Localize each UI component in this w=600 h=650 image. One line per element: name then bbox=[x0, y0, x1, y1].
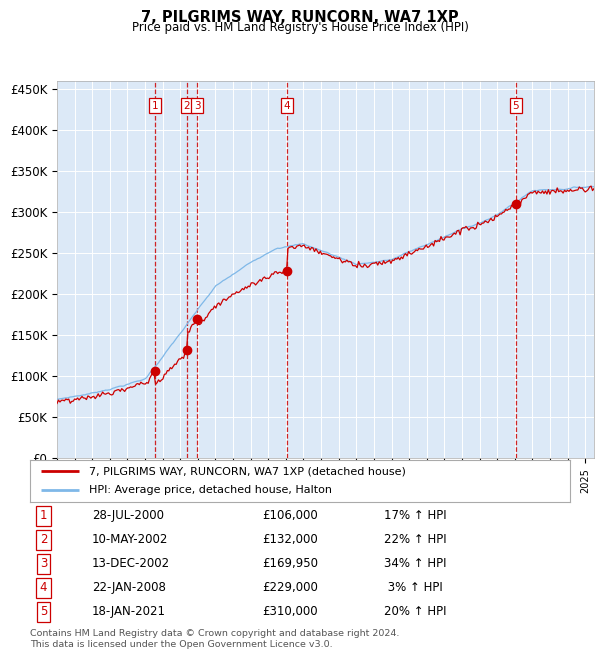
Text: Contains HM Land Registry data © Crown copyright and database right 2024.
This d: Contains HM Land Registry data © Crown c… bbox=[30, 629, 400, 649]
Text: 1: 1 bbox=[40, 510, 47, 523]
Text: 2: 2 bbox=[40, 533, 47, 546]
Text: 20% ↑ HPI: 20% ↑ HPI bbox=[384, 606, 446, 619]
Text: 34% ↑ HPI: 34% ↑ HPI bbox=[384, 558, 446, 571]
Text: 7, PILGRIMS WAY, RUNCORN, WA7 1XP (detached house): 7, PILGRIMS WAY, RUNCORN, WA7 1XP (detac… bbox=[89, 467, 406, 476]
Text: 4: 4 bbox=[40, 582, 47, 594]
Text: 22-JAN-2008: 22-JAN-2008 bbox=[92, 582, 166, 594]
Text: 17% ↑ HPI: 17% ↑ HPI bbox=[384, 510, 446, 523]
Text: HPI: Average price, detached house, Halton: HPI: Average price, detached house, Halt… bbox=[89, 485, 332, 495]
Text: 4: 4 bbox=[284, 101, 290, 111]
Text: £229,000: £229,000 bbox=[262, 582, 318, 594]
Text: £106,000: £106,000 bbox=[262, 510, 318, 523]
Text: 3% ↑ HPI: 3% ↑ HPI bbox=[384, 582, 442, 594]
Text: 2: 2 bbox=[183, 101, 190, 111]
Text: £169,950: £169,950 bbox=[262, 558, 318, 571]
Text: 22% ↑ HPI: 22% ↑ HPI bbox=[384, 533, 446, 546]
Text: 18-JAN-2021: 18-JAN-2021 bbox=[92, 606, 166, 619]
Text: 5: 5 bbox=[40, 606, 47, 619]
Text: 10-MAY-2002: 10-MAY-2002 bbox=[92, 533, 169, 546]
Text: 3: 3 bbox=[194, 101, 200, 111]
Text: Price paid vs. HM Land Registry's House Price Index (HPI): Price paid vs. HM Land Registry's House … bbox=[131, 21, 469, 34]
Text: £132,000: £132,000 bbox=[262, 533, 318, 546]
Text: £310,000: £310,000 bbox=[262, 606, 318, 619]
Text: 13-DEC-2002: 13-DEC-2002 bbox=[92, 558, 170, 571]
Text: 5: 5 bbox=[512, 101, 519, 111]
Text: 7, PILGRIMS WAY, RUNCORN, WA7 1XP: 7, PILGRIMS WAY, RUNCORN, WA7 1XP bbox=[141, 10, 459, 25]
Text: 28-JUL-2000: 28-JUL-2000 bbox=[92, 510, 164, 523]
Text: 3: 3 bbox=[40, 558, 47, 571]
Text: 1: 1 bbox=[152, 101, 158, 111]
